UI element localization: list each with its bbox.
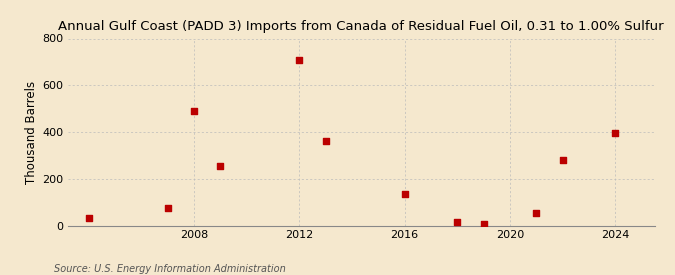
Point (478, 222, 489, 227)
Point (610, 131, 620, 135)
Point (215, 164, 225, 168)
Point (399, 192, 410, 196)
Y-axis label: Thousand Barrels: Thousand Barrels (25, 80, 38, 184)
Point (452, 220, 462, 224)
Point (162, 206, 173, 210)
Text: Source: U.S. Energy Information Administration: Source: U.S. Energy Information Administ… (54, 264, 286, 274)
Point (557, 158, 568, 162)
Point (320, 139, 331, 144)
Title: Annual Gulf Coast (PADD 3) Imports from Canada of Residual Fuel Oil, 0.31 to 1.0: Annual Gulf Coast (PADD 3) Imports from … (58, 20, 664, 33)
Point (294, 57, 304, 62)
Point (83, 216, 94, 221)
Point (188, 109, 199, 113)
Point (531, 210, 541, 215)
